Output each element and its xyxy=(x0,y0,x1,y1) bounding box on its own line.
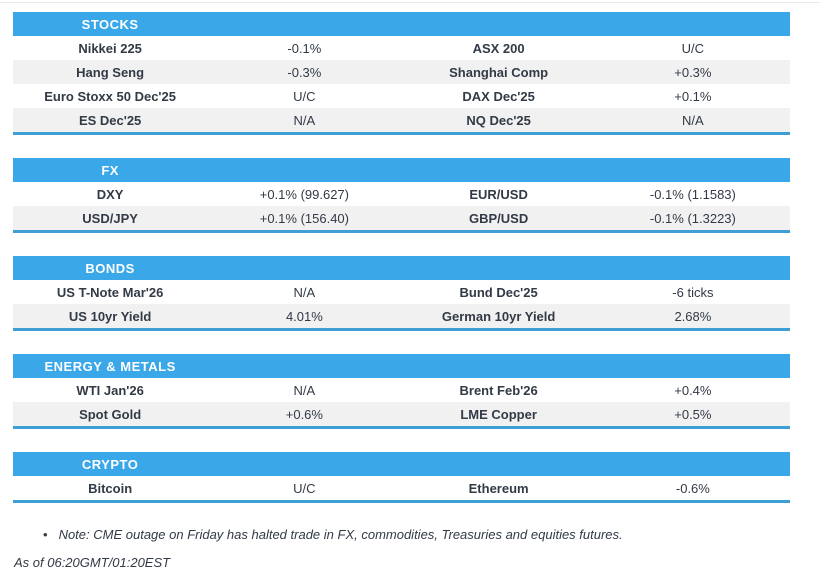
instrument-label: NQ Dec'25 xyxy=(466,112,531,128)
instrument-value: -0.1% (1.3223) xyxy=(649,210,736,226)
market-section: BONDS US T-Note Mar'26 N/A Bund Dec'25 -… xyxy=(13,256,790,331)
instrument-label: ASX 200 xyxy=(472,40,525,56)
instrument-label: German 10yr Yield xyxy=(441,308,556,324)
table-row: ES Dec'25 N/A NQ Dec'25 N/A xyxy=(13,108,790,132)
instrument-label: Euro Stoxx 50 Dec'25 xyxy=(44,88,176,104)
note: • Note: CME outage on Friday has halted … xyxy=(43,527,820,542)
instrument-value: 4.01% xyxy=(285,308,323,324)
table-row: DXY +0.1% (99.627) EUR/USD -0.1% (1.1583… xyxy=(13,182,790,206)
instrument-label: US 10yr Yield xyxy=(68,308,152,324)
instrument-value: +0.3% xyxy=(674,64,712,80)
instrument-value: +0.4% xyxy=(674,382,712,398)
market-section: FX DXY +0.1% (99.627) EUR/USD -0.1% (1.1… xyxy=(13,158,790,233)
note-text: Note: CME outage on Friday has halted tr… xyxy=(58,527,623,542)
instrument-label: DXY xyxy=(96,186,124,202)
instrument-value: +0.5% xyxy=(674,406,712,422)
instrument-label: Nikkei 225 xyxy=(78,40,142,56)
table-row: USD/JPY +0.1% (156.40) GBP/USD -0.1% (1.… xyxy=(13,206,790,230)
instrument-value: N/A xyxy=(293,112,316,128)
instrument-label: US T-Note Mar'26 xyxy=(56,284,164,300)
instrument-label: GBP/USD xyxy=(469,210,529,226)
market-tables: STOCKS Nikkei 225 -0.1% ASX 200 U/C Hang… xyxy=(13,0,790,503)
instrument-label: Shanghai Comp xyxy=(449,64,549,80)
instrument-label: Brent Feb'26 xyxy=(459,382,538,398)
table-row: US T-Note Mar'26 N/A Bund Dec'25 -6 tick… xyxy=(13,280,790,304)
instrument-label: Bitcoin xyxy=(88,480,133,496)
instrument-value: +0.1% (99.627) xyxy=(259,186,349,202)
section-header: ENERGY & METALS xyxy=(13,354,790,378)
instrument-value: N/A xyxy=(682,112,704,128)
section-title: CRYPTO xyxy=(81,456,139,472)
section-title: STOCKS xyxy=(81,16,139,32)
table-row: WTI Jan'26 N/A Brent Feb'26 +0.4% xyxy=(13,378,790,402)
section-header: BONDS xyxy=(13,256,790,280)
market-section: CRYPTO Bitcoin U/C Ethereum -0.6% xyxy=(13,452,790,503)
instrument-value: -0.3% xyxy=(287,64,322,80)
top-divider xyxy=(0,2,820,3)
section-header: CRYPTO xyxy=(13,452,790,476)
section-rows: Nikkei 225 -0.1% ASX 200 U/C Hang Seng -… xyxy=(13,36,790,132)
instrument-value: -0.1% xyxy=(287,40,322,56)
section-title: ENERGY & METALS xyxy=(44,358,176,374)
section-header: STOCKS xyxy=(13,12,790,36)
timestamp: As of 06:20GMT/01:20EST xyxy=(14,555,171,570)
table-row: Bitcoin U/C Ethereum -0.6% xyxy=(13,476,790,500)
instrument-value: -0.6% xyxy=(675,480,710,496)
instrument-value: -6 ticks xyxy=(672,284,714,300)
section-rows: DXY +0.1% (99.627) EUR/USD -0.1% (1.1583… xyxy=(13,182,790,230)
table-row: Nikkei 225 -0.1% ASX 200 U/C xyxy=(13,36,790,60)
instrument-label: EUR/USD xyxy=(469,186,528,202)
instrument-label: LME Copper xyxy=(460,406,537,422)
instrument-value: U/C xyxy=(681,40,705,56)
instrument-label: Ethereum xyxy=(468,480,529,496)
table-row: Spot Gold +0.6% LME Copper +0.5% xyxy=(13,402,790,426)
table-row: US 10yr Yield 4.01% German 10yr Yield 2.… xyxy=(13,304,790,328)
bullet-icon: • xyxy=(43,527,48,542)
market-section: ENERGY & METALS WTI Jan'26 N/A Brent Feb… xyxy=(13,354,790,429)
instrument-label: DAX Dec'25 xyxy=(462,88,535,104)
instrument-value: U/C xyxy=(293,480,316,496)
instrument-value: +0.1% (156.40) xyxy=(259,210,349,226)
market-section: STOCKS Nikkei 225 -0.1% ASX 200 U/C Hang… xyxy=(13,12,790,135)
instrument-value: U/C xyxy=(293,88,316,104)
instrument-label: Bund Dec'25 xyxy=(459,284,538,300)
instrument-value: N/A xyxy=(293,382,316,398)
instrument-value: +0.6% xyxy=(285,406,323,422)
instrument-label: WTI Jan'26 xyxy=(76,382,144,398)
instrument-value: -0.1% (1.1583) xyxy=(649,186,736,202)
table-row: Euro Stoxx 50 Dec'25 U/C DAX Dec'25 +0.1… xyxy=(13,84,790,108)
section-header: FX xyxy=(13,158,790,182)
section-rows: US T-Note Mar'26 N/A Bund Dec'25 -6 tick… xyxy=(13,280,790,328)
section-title: BONDS xyxy=(85,260,135,276)
instrument-label: Spot Gold xyxy=(79,406,142,422)
instrument-value: 2.68% xyxy=(674,308,712,324)
section-rows: Bitcoin U/C Ethereum -0.6% xyxy=(13,476,790,500)
instrument-value: N/A xyxy=(293,284,316,300)
instrument-label: ES Dec'25 xyxy=(78,112,142,128)
instrument-label: USD/JPY xyxy=(82,210,138,226)
section-title: FX xyxy=(101,162,119,178)
instrument-value: +0.1% xyxy=(674,88,712,104)
table-row: Hang Seng -0.3% Shanghai Comp +0.3% xyxy=(13,60,790,84)
instrument-label: Hang Seng xyxy=(76,64,145,80)
section-rows: WTI Jan'26 N/A Brent Feb'26 +0.4% Spot G… xyxy=(13,378,790,426)
